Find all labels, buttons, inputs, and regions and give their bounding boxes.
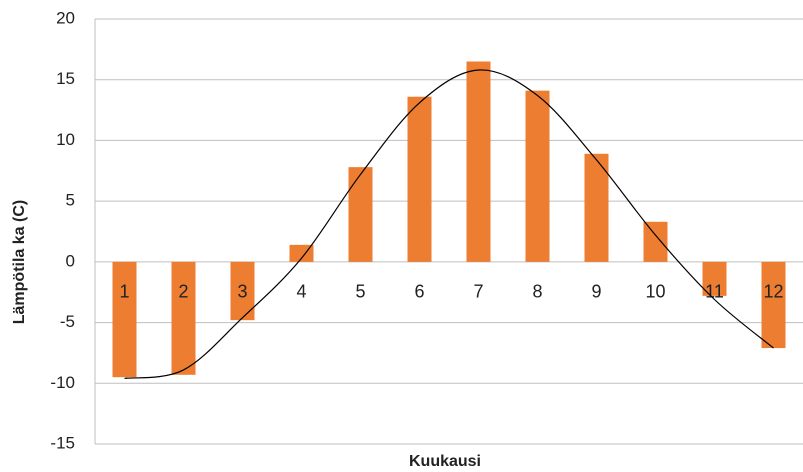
x-tick-label: 2 bbox=[178, 282, 188, 302]
trend-line bbox=[124, 69, 774, 380]
bar bbox=[289, 244, 314, 262]
x-tick-label: 11 bbox=[705, 282, 724, 302]
x-tick-label: 3 bbox=[237, 282, 247, 302]
bar bbox=[702, 261, 727, 296]
y-tick-label: 0 bbox=[66, 251, 75, 270]
x-tick-label: 4 bbox=[296, 282, 306, 302]
x-tick-label: 9 bbox=[591, 282, 601, 302]
bar bbox=[643, 221, 668, 262]
bar bbox=[348, 167, 373, 262]
x-axis-title: Kuukausi bbox=[409, 453, 481, 470]
bar bbox=[112, 261, 137, 378]
x-tick-label: 5 bbox=[355, 282, 365, 302]
bar bbox=[761, 261, 786, 349]
y-tick-label: -15 bbox=[50, 433, 75, 452]
x-tick-label: 12 bbox=[763, 282, 783, 302]
bar bbox=[171, 261, 196, 375]
x-tick-label: 8 bbox=[532, 282, 542, 302]
bar bbox=[525, 90, 550, 262]
y-axis-title: Lämpötila ka (C) bbox=[11, 200, 28, 324]
y-tick-label: 20 bbox=[56, 8, 75, 27]
x-tick-label: 7 bbox=[473, 282, 483, 302]
y-tick-label: 15 bbox=[56, 69, 75, 88]
bar bbox=[584, 153, 609, 262]
y-tick-label: 10 bbox=[56, 130, 75, 149]
y-tick-label: -5 bbox=[60, 312, 75, 331]
bar bbox=[407, 96, 432, 262]
y-tick-label: 5 bbox=[66, 191, 75, 210]
y-tick-label: -10 bbox=[50, 373, 75, 392]
x-tick-label: 6 bbox=[414, 282, 424, 302]
bar bbox=[466, 61, 491, 262]
x-tick-label: 1 bbox=[119, 282, 129, 302]
x-tick-label: 10 bbox=[645, 282, 665, 302]
